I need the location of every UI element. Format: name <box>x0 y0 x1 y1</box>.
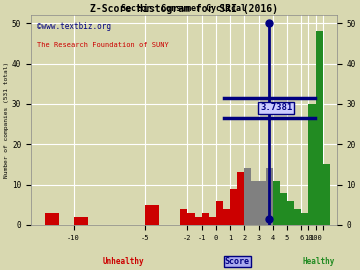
Bar <box>280 193 287 225</box>
Bar <box>209 217 216 225</box>
Bar <box>216 201 223 225</box>
Bar <box>230 188 237 225</box>
Bar <box>309 104 315 225</box>
Bar <box>315 31 323 225</box>
Bar <box>145 205 159 225</box>
Text: The Research Foundation of SUNY: The Research Foundation of SUNY <box>37 42 169 49</box>
Bar <box>223 209 230 225</box>
Text: Unhealthy: Unhealthy <box>103 257 144 266</box>
Bar <box>258 181 266 225</box>
Bar <box>244 168 252 225</box>
Bar <box>188 213 194 225</box>
Bar <box>323 164 330 225</box>
Bar <box>266 168 273 225</box>
Title: Z-Score Histogram for SRI (2016): Z-Score Histogram for SRI (2016) <box>90 4 278 15</box>
Bar <box>301 213 309 225</box>
Bar <box>202 213 209 225</box>
Bar <box>294 209 301 225</box>
Text: Score: Score <box>225 257 250 266</box>
Text: Sector: Consumer Cyclical: Sector: Consumer Cyclical <box>121 4 246 13</box>
Bar <box>73 217 88 225</box>
Text: 3.7381: 3.7381 <box>260 103 292 112</box>
Bar <box>287 201 294 225</box>
Y-axis label: Number of companies (531 total): Number of companies (531 total) <box>4 62 9 178</box>
Bar <box>273 181 280 225</box>
Bar <box>180 209 188 225</box>
Bar <box>45 213 59 225</box>
Text: ©www.textbiz.org: ©www.textbiz.org <box>37 22 111 31</box>
Text: Healthy: Healthy <box>302 257 334 266</box>
Bar <box>252 181 258 225</box>
Bar <box>194 217 202 225</box>
Bar <box>237 173 244 225</box>
